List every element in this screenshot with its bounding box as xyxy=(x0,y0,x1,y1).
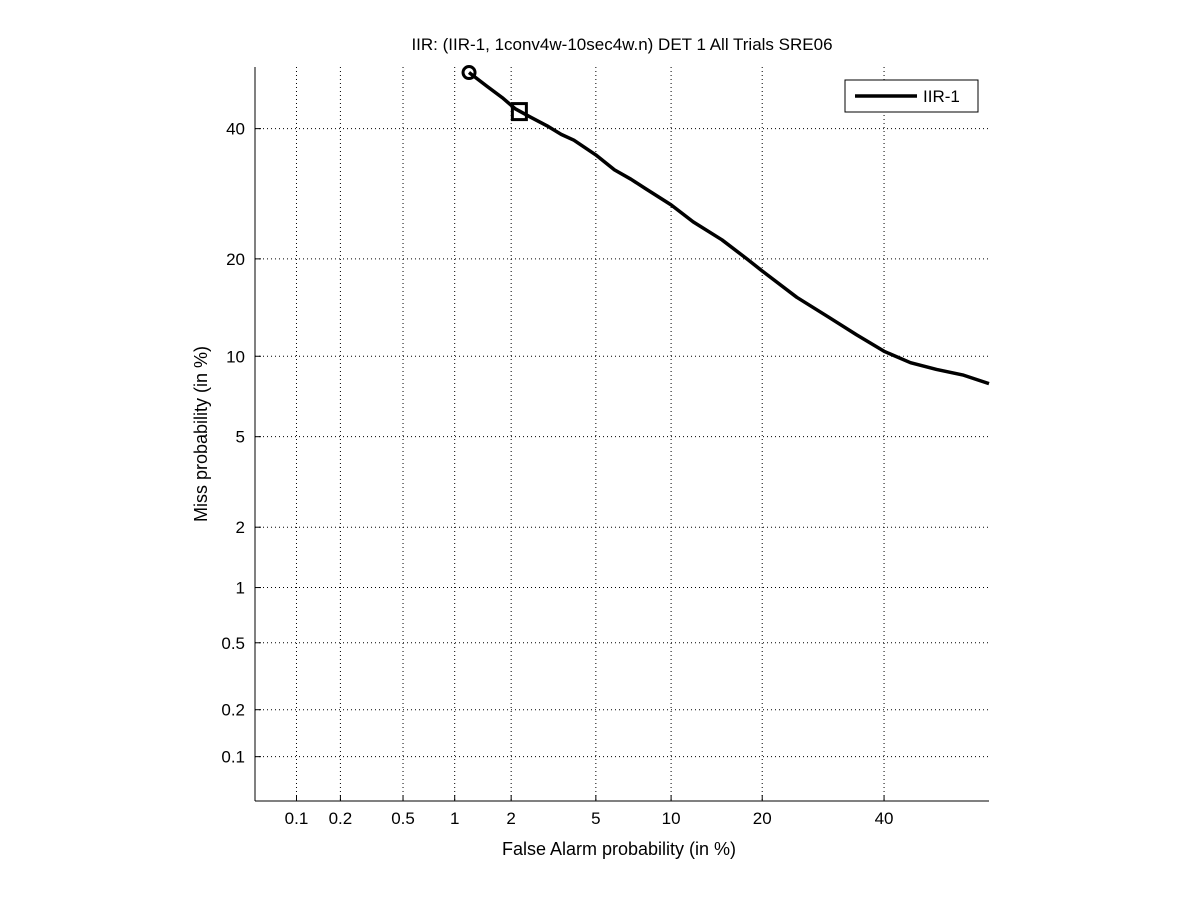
y-tick-label: 1 xyxy=(236,579,245,598)
y-tick-label: 0.1 xyxy=(221,748,245,767)
y-tick-label: 10 xyxy=(226,347,245,366)
x-tick-label: 0.2 xyxy=(329,809,353,828)
y-axis-label: Miss probability (in %) xyxy=(191,346,211,522)
markers xyxy=(461,65,528,122)
marker-circle xyxy=(461,65,477,81)
y-tick-label: 0.5 xyxy=(221,634,245,653)
legend-label-iir-1: IIR-1 xyxy=(923,87,960,106)
x-tick-label: 0.1 xyxy=(285,809,309,828)
series xyxy=(467,71,990,386)
x-tick-label: 1 xyxy=(450,809,459,828)
y-tick-label: 5 xyxy=(236,428,245,447)
series-line-iir-1 xyxy=(467,71,990,386)
y-tick-label: 20 xyxy=(226,250,245,269)
y-tick-label: 2 xyxy=(236,518,245,537)
marker-square xyxy=(510,102,528,122)
legend: IIR-1 xyxy=(844,79,979,113)
x-tick-label: 10 xyxy=(662,809,681,828)
y-tick-label: 0.2 xyxy=(221,701,245,720)
x-tick-label: 2 xyxy=(506,809,515,828)
x-axis-label: False Alarm probability (in %) xyxy=(502,839,736,859)
x-tick-label: 0.5 xyxy=(391,809,415,828)
x-tick-label: 20 xyxy=(753,809,772,828)
y-tick-label: 40 xyxy=(226,120,245,139)
axes xyxy=(254,67,989,802)
chart-title: IIR: (IIR-1, 1conv4w-10sec4w.n) DET 1 Al… xyxy=(411,35,832,54)
x-ticks: 0.1 0.2 0.5 1 2 5 10 20 40 xyxy=(285,795,894,828)
x-tick-label: 5 xyxy=(591,809,600,828)
x-tick-label: 40 xyxy=(875,809,894,828)
y-ticks: 0.1 0.2 0.5 1 2 5 10 20 40 xyxy=(221,120,261,767)
